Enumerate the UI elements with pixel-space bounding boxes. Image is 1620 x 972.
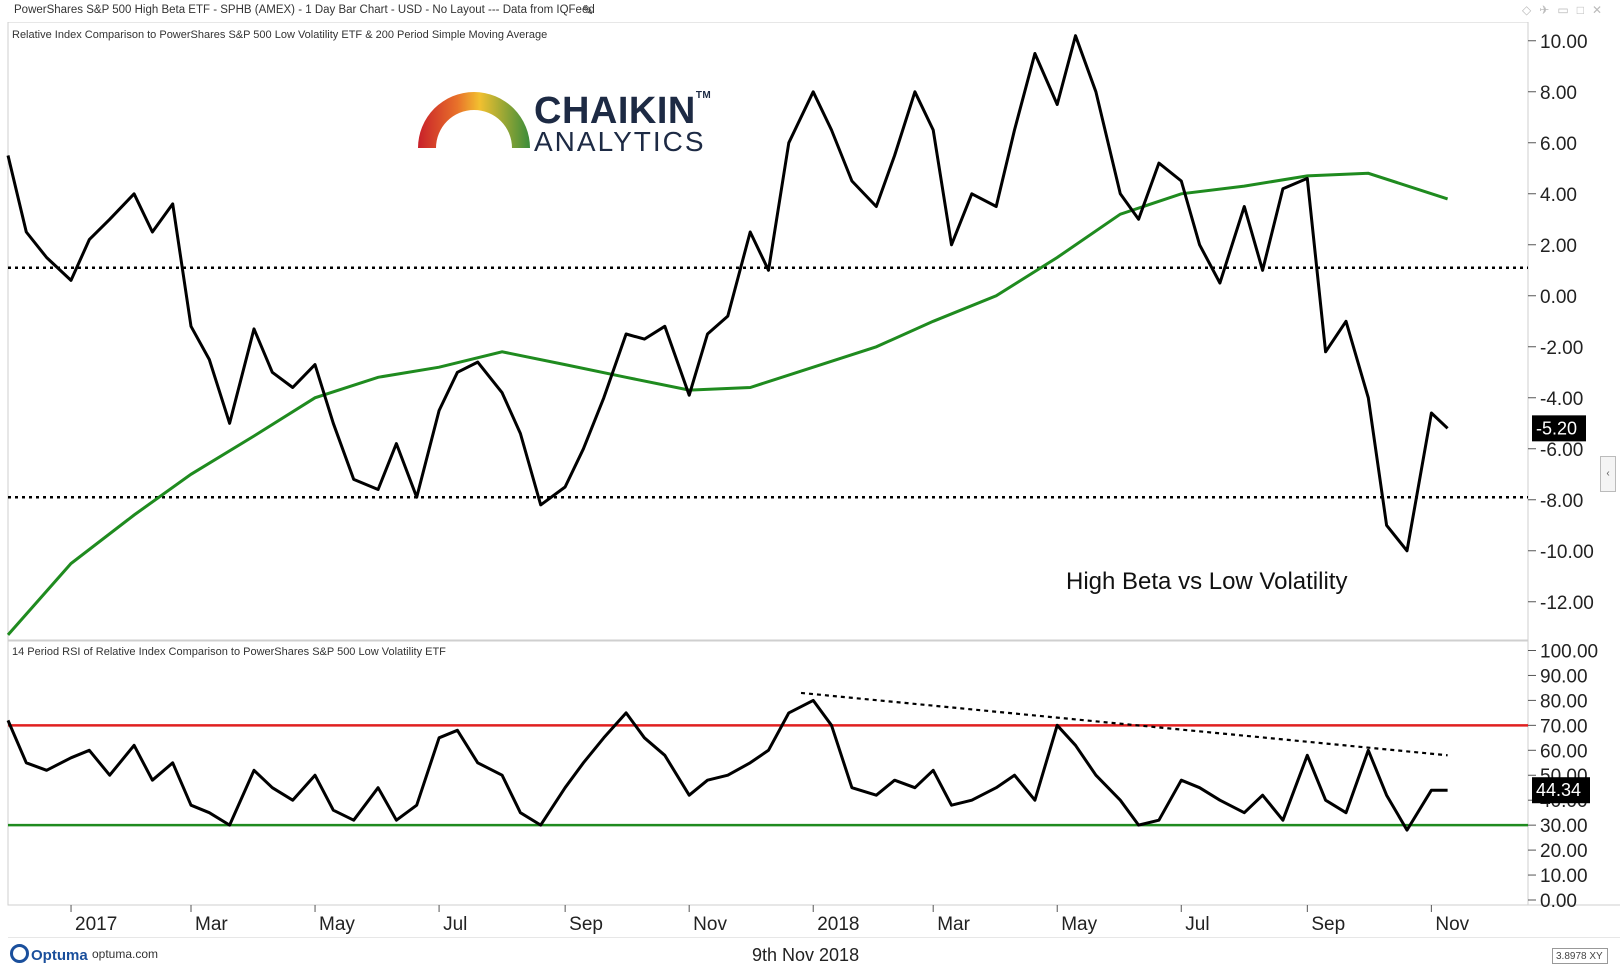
rsi-tick-label: 20.00 bbox=[1540, 841, 1588, 862]
rsi-pane-frame bbox=[7, 640, 1529, 906]
price-tick-label: 0.00 bbox=[1540, 287, 1577, 308]
rsi-tick-label: 0.00 bbox=[1540, 891, 1577, 912]
date-tick-label: May bbox=[1061, 914, 1097, 935]
date-tick-label: Nov bbox=[693, 914, 727, 935]
rsi-last-value-text: 44.34 bbox=[1536, 780, 1581, 800]
rsi-axis: 100.0090.0080.0070.0060.0050.0040.0030.0… bbox=[1528, 641, 1598, 912]
rsi-tick-label: 100.00 bbox=[1540, 641, 1598, 662]
footer-date: 9th Nov 2018 bbox=[752, 945, 860, 965]
price-last-value-tag: -5.20 bbox=[1532, 415, 1586, 442]
chart-annotation: High Beta vs Low Volatility bbox=[1066, 568, 1348, 595]
price-tick-label: -6.00 bbox=[1540, 440, 1583, 461]
optuma-url[interactable]: optuma.com bbox=[92, 947, 159, 961]
price-axis: 10.00 8.00 6.00 4.00 2.00 0.00 -2.00 -4.00 -6.00… bbox=[1528, 32, 1594, 614]
rsi-reference-lines bbox=[8, 724, 1528, 827]
price-tick-label: -12.00 bbox=[1540, 593, 1594, 614]
rsi-tick-label: 10.00 bbox=[1540, 866, 1588, 887]
zoom-indicator[interactable]: 3.8978 XY bbox=[1552, 948, 1608, 964]
relative-index-line bbox=[6, 34, 1449, 553]
price-pane-frame bbox=[7, 21, 1529, 641]
date-tick-label: Jul bbox=[443, 914, 467, 935]
price-tick-label: -2.00 bbox=[1540, 338, 1583, 359]
pencil-icon[interactable]: ✎ bbox=[582, 2, 594, 18]
date-tick-label: Jul bbox=[1185, 914, 1209, 935]
price-reference-lines bbox=[8, 266, 1528, 499]
rsi-last-value-box bbox=[1532, 777, 1590, 804]
collapse-panel-handle[interactable]: ‹ bbox=[1600, 456, 1616, 492]
price-tick-label: 8.00 bbox=[1540, 83, 1577, 104]
close-icon[interactable]: ✕ bbox=[1591, 3, 1610, 17]
rsi-tick-label: 70.00 bbox=[1540, 716, 1588, 737]
date-tick-label: Mar bbox=[195, 914, 228, 935]
price-tick-label: -10.00 bbox=[1540, 542, 1594, 563]
chart-title-bar: PowerShares S&P 500 High Beta ETF - SPHB… bbox=[0, 0, 1620, 22]
price-tick-label: 2.00 bbox=[1540, 236, 1577, 257]
date-tick-label: Sep bbox=[569, 914, 603, 935]
sma-200-line bbox=[6, 171, 1449, 636]
price-pane-title: Relative Index Comparison to PowerShares… bbox=[12, 29, 548, 41]
price-tick-label: -8.00 bbox=[1540, 491, 1583, 512]
maximize-icon[interactable]: □ bbox=[1576, 3, 1592, 17]
price-tick-label: 4.00 bbox=[1540, 185, 1577, 206]
price-tick-label: 6.00 bbox=[1540, 134, 1577, 155]
chaikin-gauge-icon bbox=[418, 92, 530, 148]
date-tick-label: 2017 bbox=[75, 914, 117, 935]
price-last-value-box bbox=[1532, 415, 1586, 442]
restore-icon[interactable]: ▭ bbox=[1557, 3, 1577, 17]
date-axis[interactable]: 2017 Mar May Jul Sep Nov 2018 Mar May Jul Sep Nov bbox=[70, 905, 1470, 935]
rsi-tick-label: 80.00 bbox=[1540, 691, 1588, 712]
logo-tm: TM bbox=[695, 90, 712, 101]
window-controls: ◇✈▭□✕ bbox=[1522, 3, 1610, 17]
rsi-tick-label: 60.00 bbox=[1540, 741, 1588, 762]
optuma-icon bbox=[10, 944, 29, 963]
date-tick-label: Mar bbox=[937, 914, 970, 935]
date-tick-label: Sep bbox=[1311, 914, 1345, 935]
rsi-tick-label: 30.00 bbox=[1540, 816, 1588, 837]
diamond-icon[interactable]: ◇ bbox=[1522, 3, 1540, 17]
date-tick-label: May bbox=[319, 914, 355, 935]
price-tick-label: -4.00 bbox=[1540, 389, 1583, 410]
price-tick-label: 10.00 bbox=[1540, 32, 1588, 53]
rsi-tick-label: 90.00 bbox=[1540, 666, 1588, 687]
logo-word-analytics: ANALYTICS bbox=[534, 126, 706, 157]
logo-word-chaikin: CHAIKINTM bbox=[534, 90, 712, 132]
optuma-logo: Optuma bbox=[10, 944, 88, 964]
rsi-pane-title: 14 Period RSI of Relative Index Comparis… bbox=[12, 646, 446, 658]
date-tick-label: 2018 bbox=[817, 914, 859, 935]
price-last-value-text: -5.20 bbox=[1536, 418, 1577, 438]
date-tick-label: Nov bbox=[1435, 914, 1469, 935]
rsi-line bbox=[6, 698, 1448, 832]
footer-bar: Optuma optuma.com 9th Nov 2018 3.8978 XY bbox=[0, 938, 1620, 972]
pin-icon[interactable]: ✈ bbox=[1539, 3, 1558, 17]
rsi-last-value-tag: 44.34 bbox=[1532, 777, 1590, 804]
chart-title: PowerShares S&P 500 High Beta ETF - SPHB… bbox=[14, 4, 595, 16]
